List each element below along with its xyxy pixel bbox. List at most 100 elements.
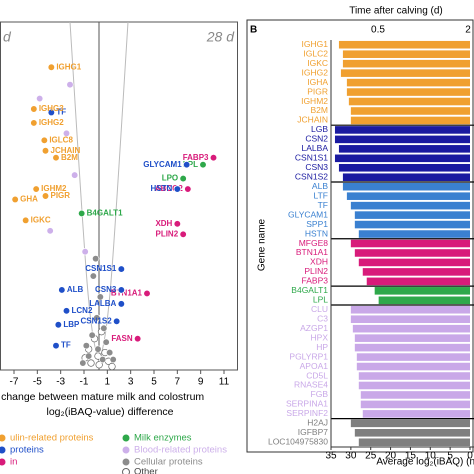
point-label: GHA <box>20 195 38 204</box>
gene-label: GLYCAM1 <box>288 209 328 219</box>
bar <box>358 381 470 390</box>
point-label: IGLC8 <box>49 135 73 144</box>
gene-label: CLU <box>311 304 328 314</box>
point <box>173 220 181 228</box>
x-tick-label: 10 <box>425 451 437 462</box>
point-label: LCN2 <box>72 306 93 315</box>
point <box>92 254 100 263</box>
gene-label: SERPINA1 <box>286 399 328 409</box>
point <box>100 324 108 332</box>
x-axis-label: log₂(iBAQ-value) difference <box>46 406 173 418</box>
point-label: HSTN <box>151 184 173 193</box>
gene-label: ALB <box>312 181 328 191</box>
panel-label: B <box>250 25 257 36</box>
x-tick-label: 35 <box>325 451 337 462</box>
top-axis-title: Time after calving (d) <box>349 6 443 17</box>
point-label: IGHM2 <box>41 184 67 193</box>
x-tick-label: -3 <box>56 377 65 388</box>
point <box>108 362 116 371</box>
left-panel-frame <box>0 21 238 371</box>
gene-label: LOC104975830 <box>268 437 328 447</box>
point-label: IGHG3 <box>39 104 64 113</box>
bar <box>366 277 470 286</box>
bar <box>342 59 470 68</box>
bar <box>340 69 470 77</box>
gene-label: TF <box>318 200 328 210</box>
x-tick-label: 20 <box>385 451 397 462</box>
point <box>47 63 55 71</box>
point-label: TF <box>61 341 71 350</box>
bar <box>356 353 470 361</box>
x-tick-label: 5 <box>447 451 453 462</box>
bar <box>334 126 470 134</box>
gene-label: B2M <box>311 105 328 115</box>
gene-label: IGLC2 <box>303 48 328 58</box>
point <box>40 136 48 144</box>
point-label: ALB <box>67 285 84 294</box>
point <box>184 185 192 193</box>
point <box>106 348 114 357</box>
bar <box>348 97 470 106</box>
gene-label: PGLYRP1 <box>289 351 328 361</box>
gene-label: CSN1S1 <box>295 153 328 163</box>
point <box>89 272 97 280</box>
bar <box>338 163 470 172</box>
y-axis-label: Gene name <box>257 218 268 271</box>
point <box>173 185 181 193</box>
legend-swatch <box>122 468 130 474</box>
point <box>32 185 40 193</box>
gene-label: BTN1A1 <box>296 247 328 257</box>
point-label: LPO <box>162 174 178 183</box>
point <box>117 286 125 294</box>
point <box>81 248 89 256</box>
bar <box>346 192 470 200</box>
gene-label: FABP3 <box>302 276 329 286</box>
point-label: B2M <box>61 153 78 162</box>
x-tick-label: 30 <box>345 451 357 462</box>
bar <box>338 145 470 153</box>
point-label: PLIN2 <box>155 229 178 238</box>
bar <box>350 305 470 314</box>
legend-swatch <box>122 458 130 466</box>
bar <box>354 211 470 219</box>
point <box>93 314 101 322</box>
threshold-curve <box>69 21 129 363</box>
gene-label: IGHM2 <box>301 96 328 106</box>
top-tick-label: 2 <box>465 25 471 36</box>
gene-label: IGHG1 <box>302 39 329 49</box>
gene-label: IGKC <box>307 58 328 68</box>
point <box>82 341 90 350</box>
bar <box>350 419 470 428</box>
legend-label: Milk enzymes <box>134 433 192 444</box>
bar <box>342 173 470 182</box>
bar <box>334 154 470 163</box>
point <box>52 341 60 350</box>
gene-label: CSN3 <box>305 162 328 172</box>
point-label: CSN1S1 <box>85 264 117 273</box>
bar <box>354 429 470 437</box>
point <box>58 286 66 294</box>
bar <box>360 400 470 409</box>
point <box>62 129 71 138</box>
legend-label: in <box>10 457 17 468</box>
point <box>85 352 93 360</box>
point <box>87 359 95 367</box>
point <box>79 359 87 367</box>
point-label: LBP <box>63 320 80 329</box>
x-tick-label: -5 <box>33 377 42 388</box>
point <box>66 80 74 89</box>
point-label: IGKC <box>31 215 51 224</box>
point <box>54 321 62 329</box>
legend-label: Other <box>134 467 158 474</box>
gene-label: HP <box>316 342 328 352</box>
point-label: GLYCAM1 <box>143 160 182 169</box>
corner-label: 28 d <box>206 29 235 45</box>
bar <box>354 334 470 342</box>
bar <box>362 410 470 418</box>
top-tick-label: 0.5 <box>371 25 385 36</box>
gene-label: CSN2 <box>305 134 328 144</box>
bar <box>362 268 470 276</box>
point <box>30 119 38 127</box>
point <box>52 154 60 162</box>
